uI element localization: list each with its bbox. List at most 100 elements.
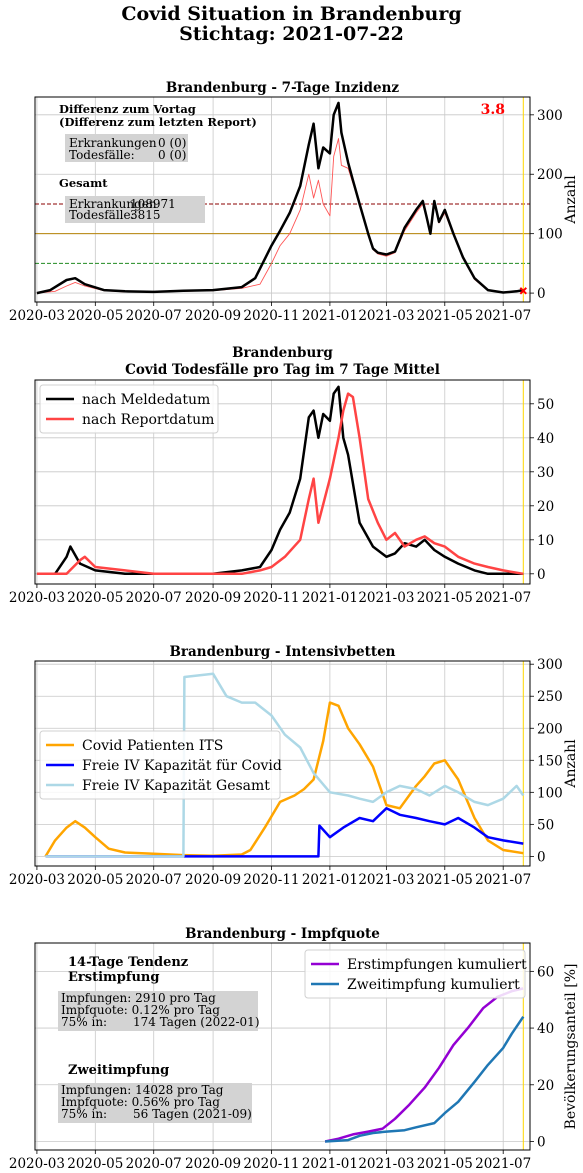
- chart-panel-3: 2020-03 2020-05 2020-07 2020-09 2020-11 2021-…: [9, 644, 579, 888]
- y-tick-label: 300: [537, 108, 563, 124]
- x-tick-label: 2021-07: [475, 1156, 531, 1172]
- y-tick-label: 150: [537, 753, 563, 769]
- x-tick-label: 2020-03: [9, 590, 65, 606]
- plot-frame: [34, 96, 531, 303]
- second-dose-rate: Impfungen: 14028 pro Tag: [61, 1083, 224, 1097]
- x-tick-label: 2021-05: [417, 308, 473, 324]
- series-line-2: [325, 1015, 525, 1143]
- chart-title: Brandenburg - 7-Tage Inzidenz: [166, 80, 399, 96]
- series-line-2: [45, 807, 524, 858]
- y-tick-label: 20: [537, 1078, 554, 1094]
- diff-box: [65, 134, 188, 162]
- current-value-label: 3.8: [481, 102, 505, 118]
- x-tick-label: 2021-03: [358, 872, 414, 888]
- plot-frame: [34, 660, 531, 867]
- y-tick-label: 0: [537, 849, 546, 865]
- legend-label: nach Reportdatum: [82, 412, 214, 428]
- y-axis-label: Anzahl: [563, 739, 579, 789]
- x-tick-label: 2021-03: [358, 1156, 414, 1172]
- total-box: [65, 196, 205, 223]
- first-dose-eta-label: 75% in:: [61, 1015, 107, 1029]
- total-header: Gesamt: [59, 176, 108, 190]
- legend-label: Freie IV Kapazität für Covid: [82, 758, 282, 774]
- x-tick-label: 2020-09: [185, 308, 241, 324]
- x-tick-label: 2020-07: [126, 1156, 182, 1172]
- chart-subtitle: Covid Todesfälle pro Tag im 7 Tage Mitte…: [125, 362, 440, 378]
- x-tick-label: 2021-07: [475, 308, 531, 324]
- plot-frame: [34, 942, 531, 1151]
- legend-box: [304, 949, 526, 999]
- legend-label: nach Meldedatum: [82, 392, 210, 408]
- y-tick-label: 40: [537, 1021, 554, 1037]
- x-tick-label: 2021-05: [417, 590, 473, 606]
- legend-label: Freie IV Kapazität Gesamt: [82, 778, 270, 794]
- total-label: Erkrankungen: [69, 197, 157, 211]
- x-tick-label: 2021-05: [417, 1156, 473, 1172]
- first-dose-eta-value: 174 Tagen (2022-01): [133, 1015, 260, 1029]
- diff-label: Erkrankungen: [69, 136, 157, 150]
- x-tick-label: 2020-09: [185, 1156, 241, 1172]
- total-label: Todesfälle:: [69, 208, 135, 222]
- x-tick-label: 2021-07: [475, 872, 531, 888]
- series-line-2: [36, 392, 524, 576]
- figure-title: Covid Situation in Brandenburg: [121, 3, 462, 25]
- legend-box: [39, 730, 281, 800]
- x-tick-label: 2020-11: [243, 1156, 299, 1172]
- chart-panel-2: 2020-03 2020-05 2020-07 2020-09 2020-11 2021-…: [9, 345, 554, 606]
- series-line-1: [324, 987, 524, 1143]
- x-tick-label: 2020-11: [243, 590, 299, 606]
- second-dose-eta-value: 56 Tagen (2021-09): [133, 1107, 252, 1121]
- diff-header: Differenz zum Vortag: [59, 102, 196, 116]
- chart-title: Brandenburg - Impfquote: [185, 926, 380, 942]
- x-tick-label: 2021-05: [417, 872, 473, 888]
- y-tick-label: 100: [537, 785, 563, 801]
- figure-subtitle: Stichtag: 2021-07-22: [179, 23, 404, 45]
- x-tick-label: 2021-01: [302, 590, 358, 606]
- second-dose-header: Zweitimpfung: [68, 1063, 169, 1078]
- legend-label: Covid Patienten ITS: [82, 738, 223, 754]
- y-tick-label: 200: [537, 721, 563, 737]
- x-tick-label: 2020-05: [67, 1156, 123, 1172]
- current-value-marker: [519, 287, 528, 295]
- x-tick-label: 2020-05: [67, 872, 123, 888]
- y-tick-label: 60: [537, 964, 554, 980]
- total-value: 108971: [130, 197, 176, 211]
- diff-value: 0 (0): [158, 136, 186, 150]
- y-tick-label: 50: [537, 817, 554, 833]
- series-line-1: [36, 101, 524, 295]
- diff-value: 0 (0): [158, 148, 186, 162]
- x-tick-label: 2020-05: [67, 308, 123, 324]
- second-dose-quota: Impfquote: 0.56% pro Tag: [61, 1095, 220, 1109]
- chart-title: Brandenburg: [232, 345, 333, 361]
- diff-header-sub: (Differenz zum letzten Report): [59, 115, 257, 129]
- series-line-1: [36, 385, 524, 576]
- y-tick-label: 300: [537, 657, 563, 673]
- y-tick-label: 0: [537, 567, 546, 583]
- x-tick-label: 2020-11: [243, 308, 299, 324]
- series-line-3: [45, 672, 525, 858]
- y-tick-label: 200: [537, 167, 563, 183]
- x-tick-label: 2020-09: [185, 872, 241, 888]
- x-tick-label: 2021-01: [302, 872, 358, 888]
- x-tick-label: 2020-07: [126, 308, 182, 324]
- x-tick-label: 2020-09: [185, 590, 241, 606]
- first-dose-header: 14-Tage Tendenz: [68, 955, 188, 970]
- series-line-1: [44, 701, 524, 858]
- diff-label: Todesfälle:: [69, 148, 135, 162]
- first-dose-quota: Impfquote: 0.12% pro Tag: [61, 1003, 220, 1017]
- x-tick-label: 2021-01: [302, 1156, 358, 1172]
- y-tick-label: 10: [537, 533, 554, 549]
- chart-panel-1: 2020-03 2020-05 2020-07 2020-09 2020-11 2021-…: [9, 80, 579, 324]
- x-tick-label: 2020-11: [243, 872, 299, 888]
- plot-frame: [34, 379, 531, 585]
- legend-label: Zweitimpfung kumuliert: [347, 977, 520, 993]
- y-tick-label: 40: [537, 431, 554, 447]
- x-tick-label: 2020-03: [9, 308, 65, 324]
- chart-title: Brandenburg - Intensivbetten: [170, 644, 396, 660]
- x-tick-label: 2021-07: [475, 590, 531, 606]
- x-tick-label: 2020-03: [9, 1156, 65, 1172]
- y-tick-label: 50: [537, 397, 554, 413]
- y-axis-label: Anzahl: [563, 175, 579, 225]
- legend-box: [39, 384, 219, 434]
- y-tick-label: 0: [537, 1134, 546, 1150]
